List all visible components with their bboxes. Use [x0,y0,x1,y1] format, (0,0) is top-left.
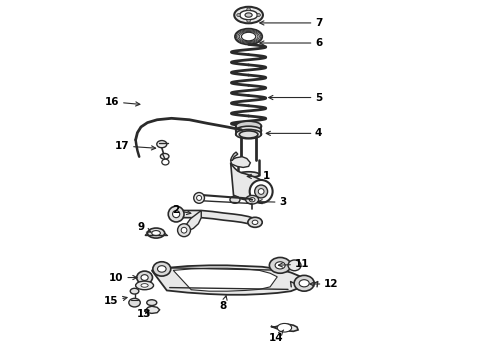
Text: 8: 8 [220,296,227,311]
Polygon shape [145,306,160,314]
Text: 15: 15 [104,296,127,306]
Ellipse shape [247,8,250,11]
Ellipse shape [194,193,204,203]
Ellipse shape [168,206,184,222]
Ellipse shape [147,307,157,313]
Ellipse shape [299,280,309,287]
Ellipse shape [252,220,258,225]
Ellipse shape [237,14,240,17]
Ellipse shape [136,281,153,290]
Polygon shape [231,152,238,160]
Ellipse shape [258,189,264,194]
Polygon shape [271,324,298,331]
Text: 11: 11 [278,259,309,269]
Bar [230,50,268,54]
Ellipse shape [245,195,259,204]
Ellipse shape [250,180,272,203]
Ellipse shape [234,7,263,23]
Ellipse shape [172,211,180,218]
Text: 14: 14 [269,330,284,343]
Ellipse shape [137,271,152,284]
Ellipse shape [270,257,291,273]
Ellipse shape [255,185,268,198]
Polygon shape [173,268,277,291]
Bar [230,91,268,94]
Ellipse shape [157,266,166,272]
Ellipse shape [181,227,187,233]
Ellipse shape [257,14,260,17]
Bar [230,71,268,74]
Text: 6: 6 [260,38,322,48]
Ellipse shape [245,13,252,17]
Ellipse shape [275,262,285,269]
Ellipse shape [235,29,262,44]
Text: 9: 9 [138,222,151,232]
Text: 16: 16 [105,97,140,107]
Text: 12: 12 [310,279,339,289]
Ellipse shape [162,159,169,165]
Ellipse shape [147,300,157,306]
Ellipse shape [230,196,240,203]
Ellipse shape [288,260,301,271]
Text: 17: 17 [115,141,156,151]
Bar [230,111,268,115]
Ellipse shape [153,262,171,276]
Ellipse shape [157,140,167,148]
Polygon shape [175,211,255,226]
Polygon shape [231,163,267,202]
Ellipse shape [152,230,160,235]
Ellipse shape [147,228,165,238]
Ellipse shape [177,224,191,237]
Ellipse shape [242,32,256,41]
Text: 4: 4 [266,129,322,138]
Ellipse shape [249,198,255,202]
Ellipse shape [236,121,262,131]
Ellipse shape [196,195,201,201]
Ellipse shape [247,19,250,22]
Text: 7: 7 [260,18,322,28]
Ellipse shape [238,172,259,177]
Polygon shape [152,265,299,295]
Ellipse shape [160,153,169,159]
Text: 1: 1 [247,171,270,181]
Text: 13: 13 [137,310,152,319]
Ellipse shape [248,217,262,227]
Ellipse shape [130,288,139,294]
Ellipse shape [141,284,148,287]
Ellipse shape [129,298,140,307]
Ellipse shape [277,323,292,332]
Text: 10: 10 [109,273,137,283]
Ellipse shape [236,130,262,139]
Polygon shape [184,211,201,231]
Polygon shape [231,157,250,167]
Text: 2: 2 [172,206,191,216]
Ellipse shape [240,10,258,20]
Text: 3: 3 [258,197,286,207]
Ellipse shape [294,275,314,291]
Text: 5: 5 [269,93,322,103]
Ellipse shape [236,126,262,135]
Ellipse shape [141,275,148,280]
Ellipse shape [239,131,258,138]
